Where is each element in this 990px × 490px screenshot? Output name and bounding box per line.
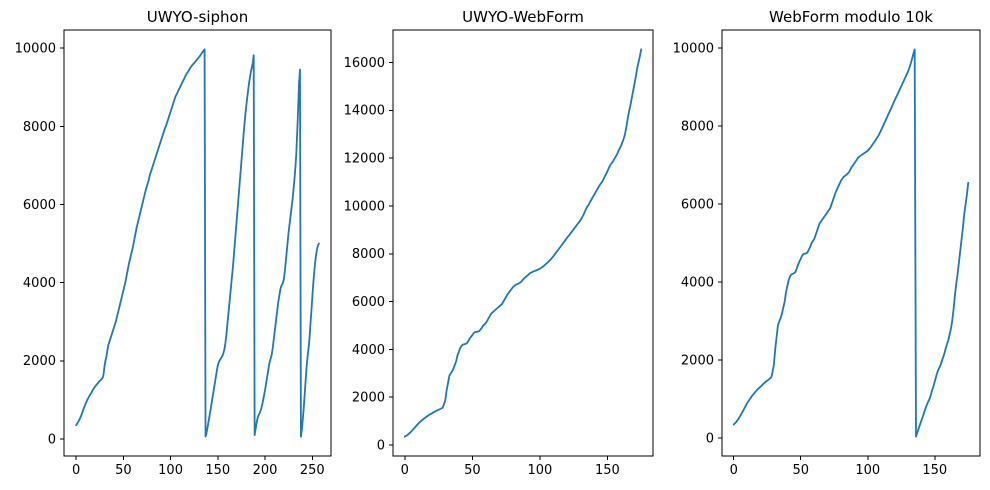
- x-tick-label: 0: [730, 463, 738, 478]
- y-tick-label: 4000: [681, 276, 714, 291]
- y-tick-label: 8000: [352, 247, 385, 262]
- axes-frame: [392, 29, 654, 457]
- y-tick-label: 2000: [23, 354, 56, 369]
- chart-title: UWYO-WebForm: [462, 8, 584, 26]
- y-tick-label: 6000: [681, 198, 714, 213]
- x-tick-label: 200: [253, 463, 278, 478]
- x-tick-label: 150: [922, 463, 947, 478]
- y-tick-label: 2000: [681, 354, 714, 369]
- x-tick-label: 100: [527, 463, 552, 478]
- x-tick-label: 250: [300, 463, 325, 478]
- x-tick-label: 150: [595, 463, 620, 478]
- y-tick-label: 10000: [15, 42, 56, 57]
- y-tick-label: 2000: [352, 391, 385, 406]
- axes-frame: [721, 29, 981, 457]
- y-tick-label: 6000: [23, 198, 56, 213]
- x-tick-label: 100: [855, 463, 880, 478]
- x-tick-label: 0: [72, 463, 80, 478]
- subplot-3: 0 50 100 150 0 2000 4000 6000 8000 10000 WebForm m…: [673, 8, 981, 478]
- y-tick-label: 8000: [23, 120, 56, 135]
- y-tick-label: 10000: [673, 42, 714, 57]
- y-tick-label: 12000: [344, 152, 385, 167]
- chart-title: WebForm modulo 10k: [769, 8, 933, 26]
- y-tick-label: 16000: [344, 56, 385, 71]
- y-tick-label: 4000: [352, 343, 385, 358]
- y-tick-label: 0: [48, 432, 56, 447]
- x-tick-label: 100: [158, 463, 183, 478]
- x-tick-label: 0: [401, 463, 409, 478]
- y-tick-label: 8000: [681, 120, 714, 135]
- x-tick-label: 150: [205, 463, 230, 478]
- y-tick-label: 0: [706, 432, 714, 447]
- x-tick-label: 50: [115, 463, 132, 478]
- y-tick-label: 0: [377, 438, 385, 453]
- subplot-1: 0 50 100 150 200 250 0 2000 4000 6000 8000 10000 UWY…: [15, 8, 332, 478]
- y-tick-label: 6000: [352, 295, 385, 310]
- chart-line: [732, 48, 970, 438]
- chart-line: [75, 48, 320, 438]
- subplot-2: 0 50 100 150 0 2000 4000 6000 8000 10000 12000 1400…: [344, 8, 654, 478]
- y-tick-label: 10000: [344, 199, 385, 214]
- x-tick-label: 50: [792, 463, 809, 478]
- chart-line: [403, 48, 643, 438]
- y-tick-label: 14000: [344, 104, 385, 119]
- axes-frame: [63, 29, 332, 457]
- chart-title: UWYO-siphon: [147, 8, 248, 26]
- x-tick-label: 50: [464, 463, 481, 478]
- y-tick-label: 4000: [23, 276, 56, 291]
